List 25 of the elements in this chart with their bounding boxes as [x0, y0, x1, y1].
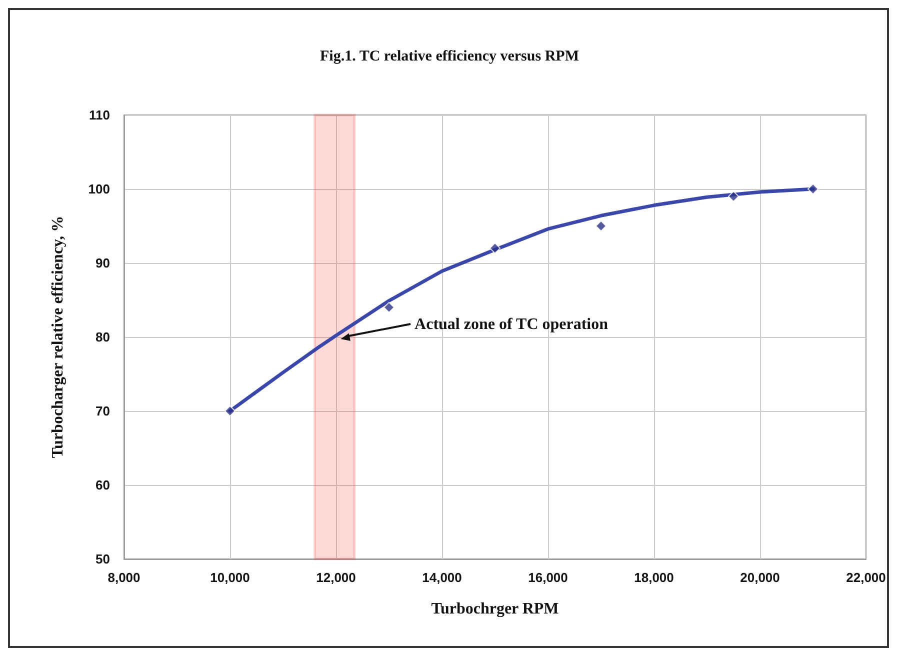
- point: [808, 184, 818, 194]
- y-tick-label: 60: [96, 478, 110, 492]
- point: [490, 242, 500, 254]
- point: [728, 190, 739, 202]
- x-tick-label: 20,000: [740, 570, 780, 585]
- y-axis-title: Turbocharger relative efficiency, %: [50, 216, 66, 458]
- x-tick-label: 10,000: [210, 570, 250, 585]
- x-tick-label: 8,000: [108, 570, 140, 585]
- x-tick-label: 22,000: [846, 570, 886, 585]
- y-tick-label: 100: [88, 182, 110, 196]
- band-label: Actual zone of TC operation: [414, 316, 608, 333]
- point: [384, 302, 394, 313]
- point: [596, 220, 606, 232]
- y-tick-label: 70: [96, 404, 110, 418]
- x-tick-label: 14,000: [422, 570, 462, 585]
- y-tick-label: 90: [96, 256, 110, 270]
- point: [224, 406, 236, 416]
- x-tick-label: 16,000: [528, 570, 568, 585]
- y-tick-label: 110: [89, 108, 110, 122]
- x-tick-label: 18,000: [634, 570, 674, 585]
- chart-title: Fig.1. TC relative efficiency versus RPM: [320, 48, 579, 64]
- x-axis-title: Turbochrger RPM: [431, 600, 559, 618]
- y-tick-label: 80: [96, 330, 110, 344]
- x-tick-label: 12,000: [316, 570, 356, 585]
- y-tick-label: 50: [96, 552, 110, 566]
